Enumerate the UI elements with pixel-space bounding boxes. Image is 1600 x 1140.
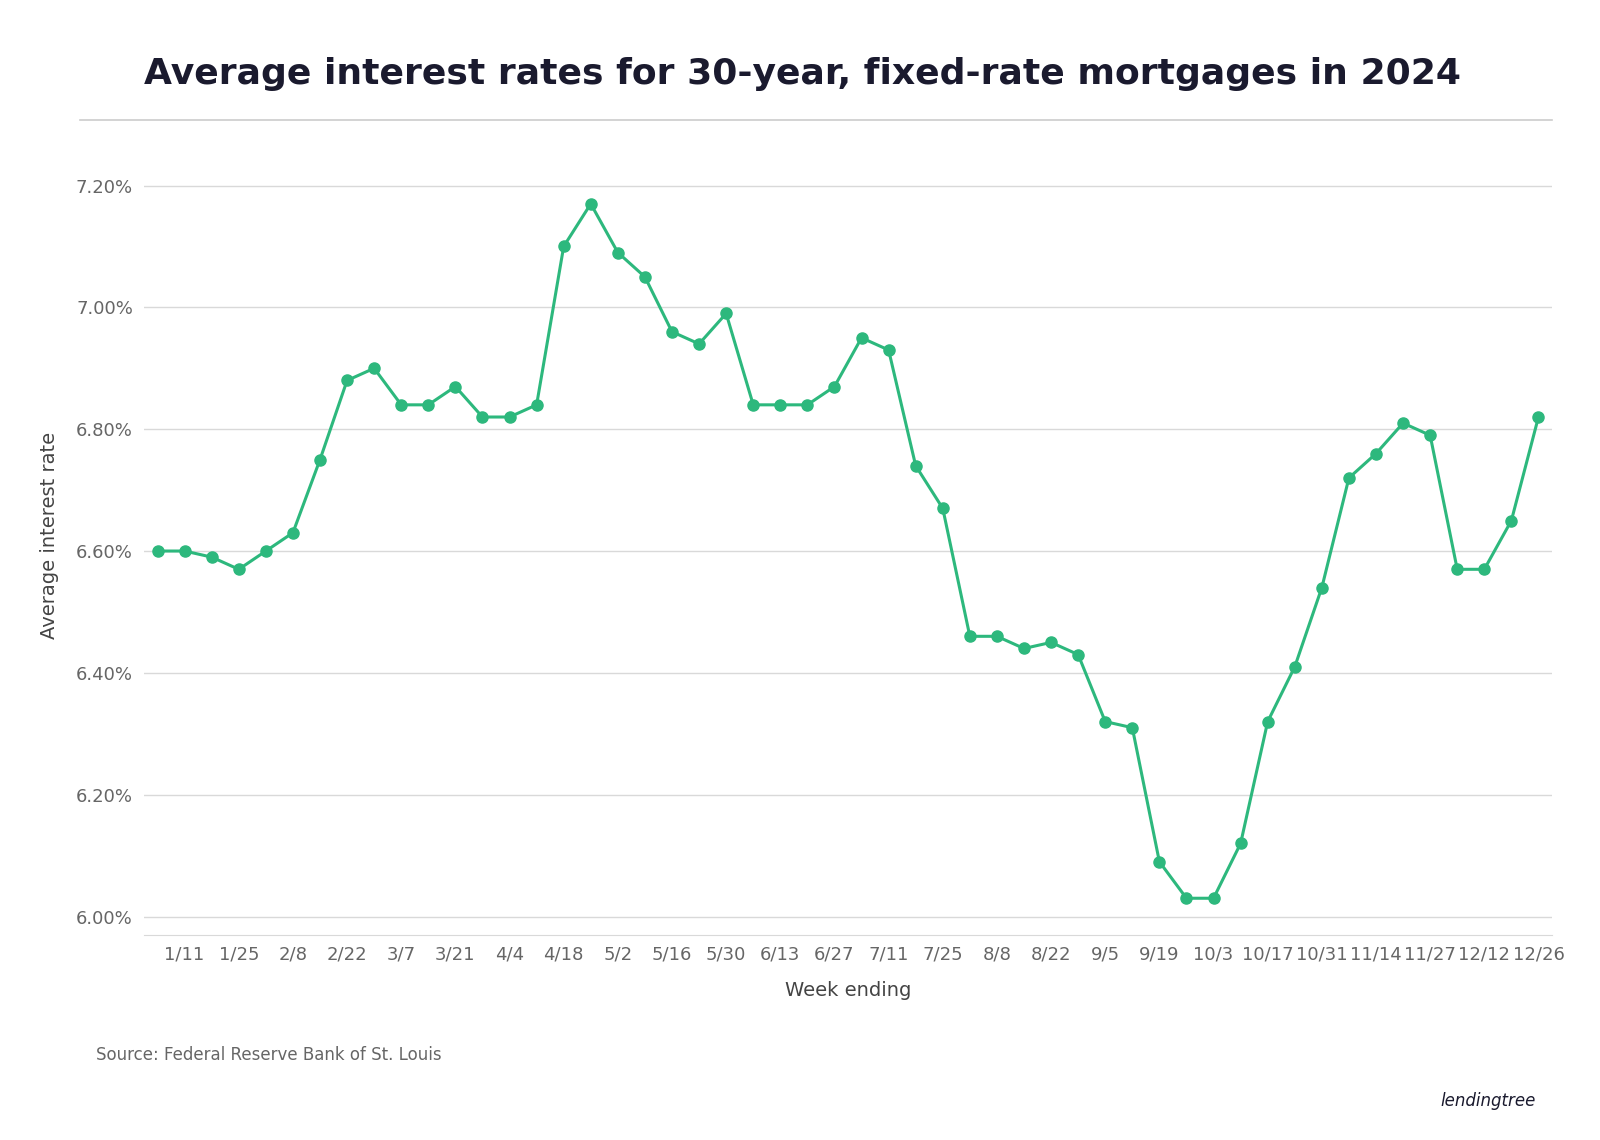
Y-axis label: Average interest rate: Average interest rate <box>40 432 59 640</box>
Text: Average interest rates for 30-year, fixed-rate mortgages in 2024: Average interest rates for 30-year, fixe… <box>144 57 1461 91</box>
Text: Source: Federal Reserve Bank of St. Louis: Source: Federal Reserve Bank of St. Loui… <box>96 1047 442 1065</box>
X-axis label: Week ending: Week ending <box>786 980 910 1000</box>
Text: lendingtree: lendingtree <box>1440 1092 1536 1110</box>
